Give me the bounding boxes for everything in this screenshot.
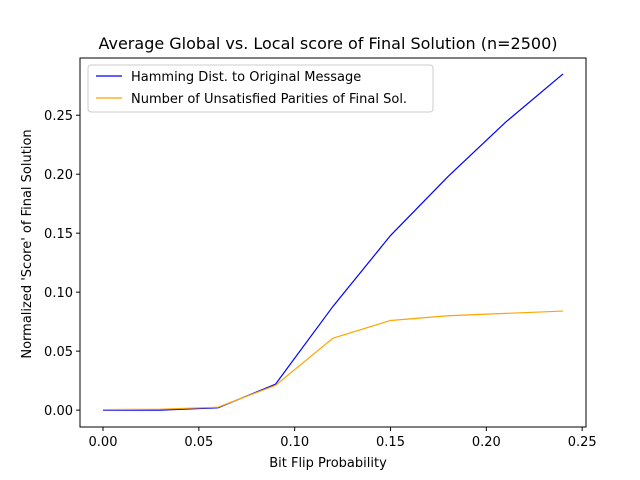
series-line-2 (102, 310, 564, 411)
series-line-1 (103, 73, 564, 411)
y-tick-label: 0.15 (44, 227, 73, 242)
x-tick-label: 0.25 (568, 435, 597, 450)
y-tick-label: 0.10 (44, 286, 73, 301)
x-tick-label: 0.05 (184, 435, 213, 450)
y-tick-label: 0.00 (44, 404, 73, 419)
x-axis: 0.00 0.05 0.10 0.15 0.20 0.25 (89, 427, 597, 450)
legend-entry: Number of Unsatisfied Parities of Final … (131, 92, 407, 107)
x-tick-label: 0.15 (376, 435, 405, 450)
chart-title: Average Global vs. Local score of Final … (98, 34, 557, 53)
x-axis-label: Bit Flip Probability (269, 456, 387, 471)
x-tick-label: 0.20 (472, 435, 501, 450)
y-axis-label: Normalized 'Score' of Final Solution (20, 129, 35, 358)
y-axis: 0.00 0.05 0.10 0.15 0.20 0.25 (44, 109, 80, 419)
plot-frame (79, 57, 587, 428)
y-tick-label: 0.20 (44, 168, 73, 183)
series-layer (102, 73, 564, 411)
y-tick-label: 0.25 (44, 109, 73, 124)
legend: Hamming Dist. to Original Message Number … (87, 64, 434, 113)
x-tick-label: 0.10 (280, 435, 309, 450)
legend-entry: Hamming Dist. to Original Message (131, 70, 361, 85)
x-tick-label: 0.00 (89, 435, 118, 450)
legend-box (87, 64, 434, 113)
y-tick-label: 0.05 (44, 345, 73, 360)
